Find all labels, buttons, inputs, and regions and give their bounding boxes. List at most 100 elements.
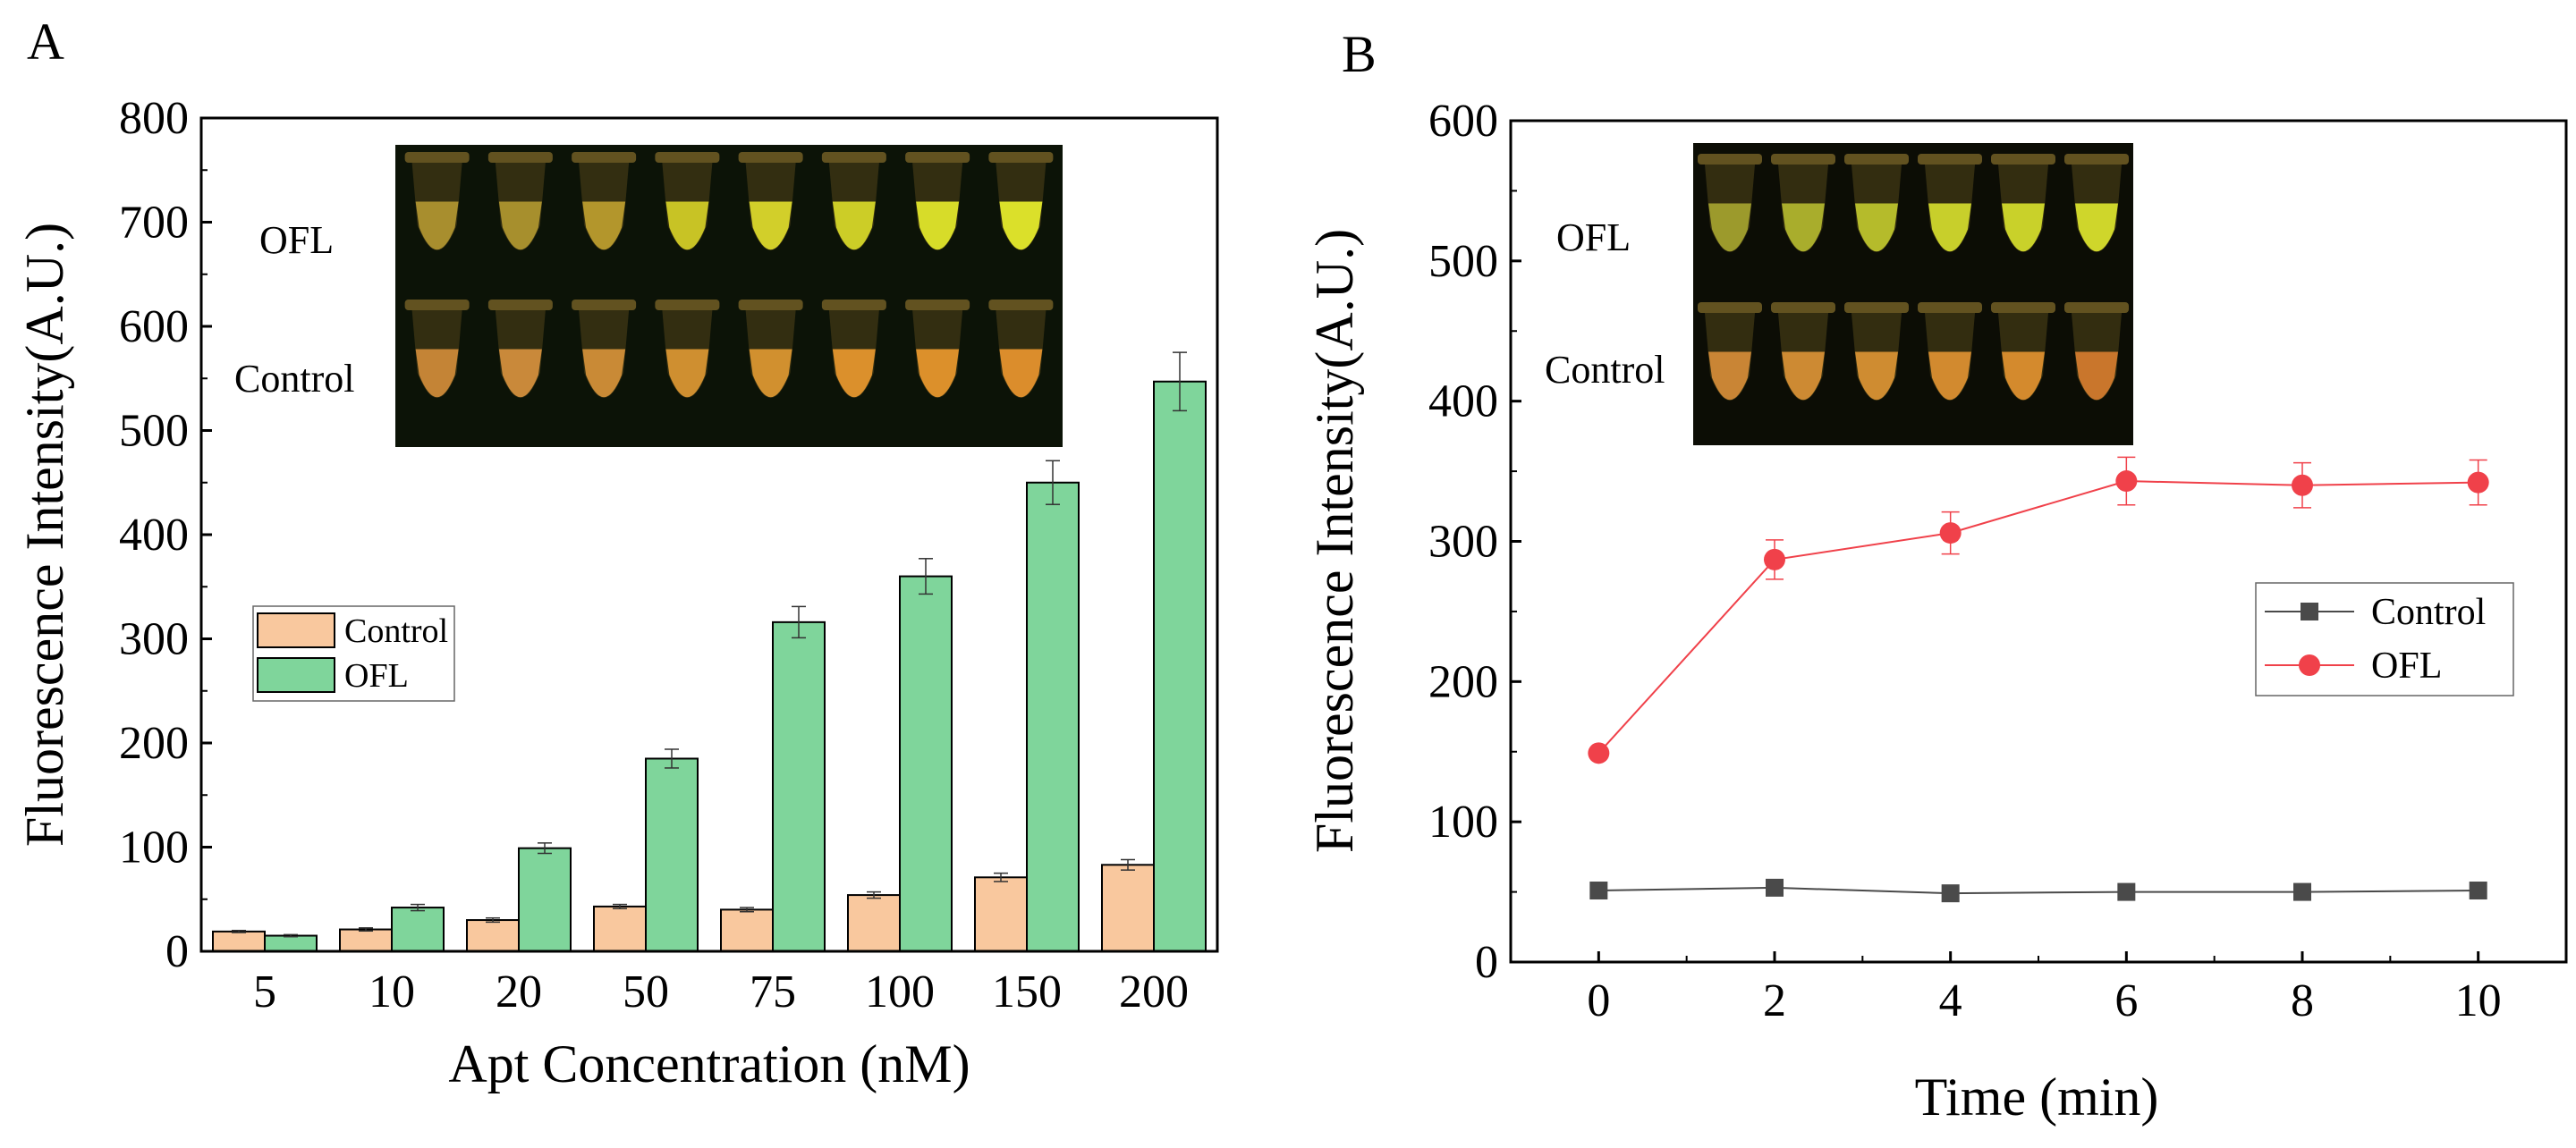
bar-ofl-150 xyxy=(1026,481,1080,952)
panel-b-y-tick-label: 400 xyxy=(1428,376,1498,427)
tube-cap xyxy=(655,300,720,310)
panel-a-x-tick-label: 10 xyxy=(369,967,415,1017)
tube-liquid-ofl xyxy=(498,201,542,250)
point-ofl-10 xyxy=(2467,471,2489,494)
panel-a-y-axis-label: Fluorescence Intensity(A.U.) xyxy=(15,223,74,847)
panel-a-inset-background xyxy=(395,145,1063,447)
point-ofl-8 xyxy=(2292,474,2313,496)
point-control-4 xyxy=(1941,884,1960,903)
panel-a-x-tick-label: 100 xyxy=(865,967,935,1017)
bar-control-75 xyxy=(720,908,774,953)
tube-liquid-control xyxy=(1708,351,1751,401)
bar-ofl-20 xyxy=(518,847,572,952)
panel-b-y-tick-label: 0 xyxy=(1475,937,1498,988)
tube-cap xyxy=(738,300,803,310)
tube-liquid-control xyxy=(1782,351,1825,401)
panel-a-x-axis-label: Apt Concentration (nM) xyxy=(448,1034,970,1093)
tube-liquid-ofl xyxy=(749,201,792,250)
tube-liquid-ofl xyxy=(2075,203,2118,252)
panel-b-inset-background xyxy=(1693,143,2133,445)
panel-a-x-tick-label: 75 xyxy=(750,967,796,1017)
panel-a-legend-text-ofl: OFL xyxy=(344,657,409,695)
panel-b-inset-tubes xyxy=(1698,154,2129,401)
panel-b-inset-label-control: Control xyxy=(1545,348,1665,392)
tube-liquid-control xyxy=(415,349,459,398)
tube-liquid-ofl xyxy=(1928,203,1971,252)
tube-liquid-ofl xyxy=(916,201,960,250)
tube-cap xyxy=(1698,302,1762,313)
tube-cap xyxy=(572,152,637,163)
bar-ofl-10 xyxy=(391,907,445,953)
tube-liquid-control xyxy=(1855,351,1898,401)
tube-liquid-ofl xyxy=(1708,203,1751,252)
panel-a-legend-swatch-control xyxy=(257,612,335,648)
point-ofl-2 xyxy=(1764,548,1785,570)
panel-b-x-axis-label: Time (min) xyxy=(1915,1068,2159,1127)
point-control-6 xyxy=(2117,882,2136,901)
panel-a-tick-labels: 0 100 200 300 400 500 600 700 800 5 10 20 50 75 100 150… xyxy=(119,93,1189,1017)
panel-a-error-bars xyxy=(232,351,1187,938)
tube-liquid-control xyxy=(999,349,1043,398)
bar-control-100 xyxy=(847,894,901,953)
panel-a-plot-frame xyxy=(199,116,1219,953)
point-control-10 xyxy=(2469,882,2487,900)
panel-a-legend: Control OFL xyxy=(252,605,455,702)
tube-liquid-control xyxy=(498,349,542,398)
tube-liquid-ofl xyxy=(1782,203,1825,252)
panel-a-y-tick-label: 200 xyxy=(119,718,189,769)
panel-b-legend-marker-ofl xyxy=(2299,654,2320,676)
panel-b-x-tick-label: 10 xyxy=(2455,975,2502,1026)
panel-b-plot-frame xyxy=(1509,119,2568,964)
panel-a-y-tick-label: 100 xyxy=(119,823,189,874)
panel-b-legend-text-ofl: OFL xyxy=(2371,646,2442,687)
tube-cap xyxy=(738,152,803,163)
panel-a-y-tick-label: 400 xyxy=(119,510,189,561)
point-ofl-6 xyxy=(2115,470,2138,493)
bar-control-10 xyxy=(339,928,393,953)
point-control-2 xyxy=(1766,878,1784,897)
bar-ofl-75 xyxy=(772,620,826,952)
tube-liquid-ofl xyxy=(832,201,876,250)
point-control-8 xyxy=(2293,882,2311,901)
tube-cap xyxy=(655,152,720,163)
bar-control-5 xyxy=(212,930,266,952)
panel-b-legend-box xyxy=(2255,582,2514,696)
panel-a-label: A xyxy=(27,13,64,71)
panel-a-x-tick-label: 50 xyxy=(623,967,669,1017)
bar-ofl-200 xyxy=(1153,380,1207,952)
panel-b-legend-marker-control xyxy=(2301,603,2318,620)
panel-b-y-tick-label: 500 xyxy=(1428,236,1498,287)
bar-control-50 xyxy=(593,905,647,953)
panel-a-inset-label-control: Control xyxy=(234,357,354,401)
bar-control-200 xyxy=(1101,864,1155,952)
bar-control-20 xyxy=(466,919,520,953)
panel-b-tick-labels: 0 100 200 300 400 500 600 0 2 4 6 8 10 xyxy=(1428,96,2502,1026)
tube-cap xyxy=(1698,154,1762,165)
panel-a-y-tick-label: 300 xyxy=(119,614,189,665)
tube-cap xyxy=(988,300,1054,310)
tube-cap xyxy=(404,300,470,310)
panel-b-y-tick-label: 100 xyxy=(1428,797,1498,848)
tube-cap xyxy=(988,152,1054,163)
tube-cap xyxy=(572,300,637,310)
panel-b-inset-label-ofl: OFL xyxy=(1556,215,1631,259)
tube-cap xyxy=(404,152,470,163)
tube-cap xyxy=(1844,154,1909,165)
tube-cap xyxy=(1844,302,1909,313)
panel-a-y-tick-label: 500 xyxy=(119,406,189,457)
tube-liquid-ofl xyxy=(2002,203,2045,252)
tube-liquid-ofl xyxy=(415,201,459,250)
tube-liquid-control xyxy=(1928,351,1971,401)
tube-cap xyxy=(2064,154,2129,165)
panel-b-y-axis-label: Fluorescence Intensity(A.U.) xyxy=(1305,229,1364,853)
tube-liquid-control xyxy=(916,349,960,398)
panel-b-x-tick-label: 8 xyxy=(2291,975,2314,1026)
tube-liquid-control xyxy=(665,349,709,398)
panel-a-inset-photo xyxy=(395,145,1063,447)
tube-liquid-ofl xyxy=(1855,203,1898,252)
tube-liquid-ofl xyxy=(665,201,709,250)
tube-cap xyxy=(2064,302,2129,313)
panel-a-x-tick-label: 5 xyxy=(253,967,276,1017)
panel-a-y-tick-label: 800 xyxy=(119,93,189,144)
tube-cap xyxy=(905,152,970,163)
